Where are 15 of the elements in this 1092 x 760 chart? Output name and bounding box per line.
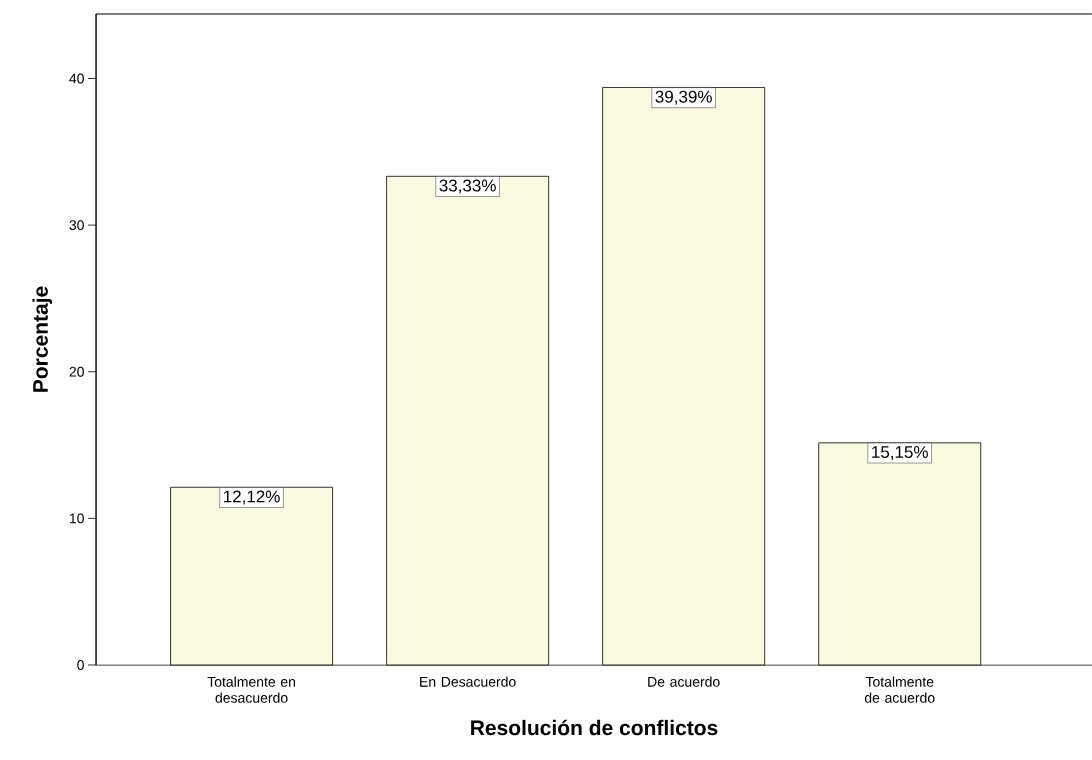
x-tick-label: Totalmente de acuerdo — [864, 676, 935, 703]
data-label: 33,33% — [439, 179, 496, 194]
y-tick-label: 40 — [69, 73, 84, 84]
data-label: 39,39% — [655, 90, 712, 105]
y-tick-label: 10 — [69, 513, 84, 524]
y-tick-label: 30 — [69, 220, 84, 231]
y-tick-label: 20 — [69, 366, 84, 377]
x-tick-label: En Desacuerdo — [420, 676, 516, 687]
x-tick-label: Totalmente en desacuerdo — [207, 676, 296, 703]
x-tick-label: De acuerdo — [648, 676, 720, 687]
x-axis-title: Resolución de conflictos — [471, 719, 718, 736]
data-label: 12,12% — [224, 490, 280, 505]
data-label: 15,15% — [872, 446, 928, 461]
y-tick-label: 0 — [77, 660, 84, 670]
y-axis-title: Porcentaje — [32, 286, 53, 392]
